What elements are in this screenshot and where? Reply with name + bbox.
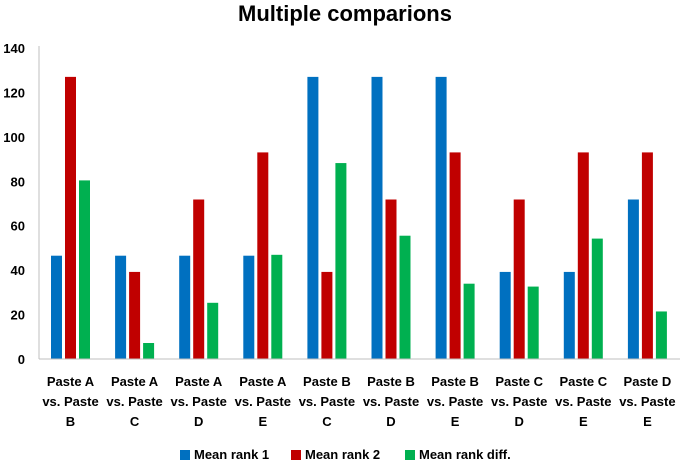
bar-mean-rank-diff-6	[399, 235, 411, 359]
legend-swatch	[180, 450, 190, 460]
bar-mean-rank-diff-8	[527, 286, 539, 359]
y-tick-label: 140	[3, 41, 25, 56]
y-tick-label: 60	[11, 219, 25, 234]
bar-mean-rank-1-6	[371, 76, 383, 359]
bar-mean-rank-2-5	[321, 271, 333, 359]
legend-label: Mean rank diff.	[419, 447, 511, 462]
bar-mean-rank-1-3	[179, 255, 191, 359]
legend-label: Mean rank 1	[194, 447, 269, 462]
bar-mean-rank-1-1	[51, 255, 62, 359]
bar-mean-rank-2-6	[385, 199, 397, 359]
legend-swatch	[291, 450, 301, 460]
bar-mean-rank-2-4	[257, 152, 269, 359]
bar-mean-rank-diff-3	[207, 302, 219, 359]
bar-mean-rank-1-7	[435, 76, 447, 359]
bar-mean-rank-2-2	[129, 271, 141, 359]
bar-mean-rank-diff-9	[591, 238, 603, 359]
bar-mean-rank-diff-7	[463, 283, 475, 359]
y-tick-label: 20	[11, 308, 25, 323]
bar-mean-rank-2-7	[449, 152, 461, 359]
bar-mean-rank-2-1	[65, 76, 76, 359]
bar-mean-rank-2-8	[513, 199, 525, 359]
bar-mean-rank-diff-4	[271, 254, 283, 359]
bar-mean-rank-2-10	[641, 152, 653, 359]
bar-mean-rank-1-5	[307, 76, 319, 359]
bar-mean-rank-2-3	[193, 199, 205, 359]
bar-mean-rank-1-4	[243, 255, 255, 359]
legend: Mean rank 1 Mean rank 2 Mean rank diff.	[180, 447, 511, 462]
bar-mean-rank-diff-2	[143, 343, 155, 359]
bar-mean-rank-1-9	[563, 271, 575, 359]
bar-mean-rank-1-10	[627, 199, 639, 359]
y-tick-label: 40	[11, 263, 25, 278]
bar-mean-rank-1-2	[115, 255, 127, 359]
bar-mean-rank-1-8	[499, 271, 511, 359]
legend-swatch	[405, 450, 415, 460]
legend-label: Mean rank 2	[305, 447, 380, 462]
bar-mean-rank-2-9	[577, 152, 589, 359]
bar-mean-rank-diff-1	[79, 180, 90, 359]
bar-mean-rank-diff-10	[655, 311, 667, 359]
bars	[51, 76, 667, 359]
y-tick-label: 0	[18, 352, 25, 367]
y-tick-label: 80	[11, 174, 25, 189]
y-tick-label: 100	[3, 130, 25, 145]
chart-title: Multiple comparions	[238, 1, 452, 26]
y-axis: 0 20 40 60 80 100 120 140	[3, 41, 40, 367]
bar-mean-rank-diff-5	[335, 163, 347, 359]
y-tick-label: 120	[3, 85, 25, 100]
